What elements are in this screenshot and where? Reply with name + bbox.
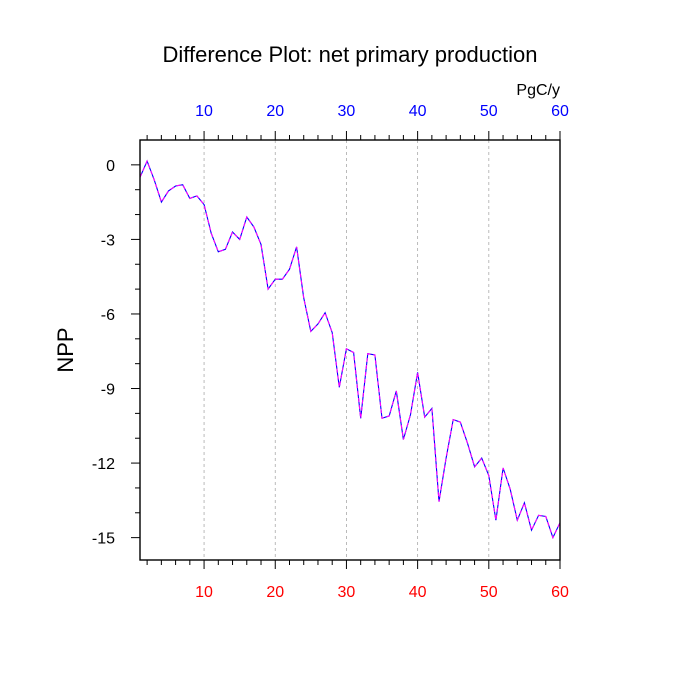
y-tick-label: 0 [106, 158, 115, 175]
plot-frame [139, 139, 561, 561]
x-tick-label-bottom: 10 [195, 584, 213, 601]
series-line-blue [139, 159, 561, 540]
series-line-magenta [139, 159, 561, 540]
x-tick-label-bottom: 30 [338, 584, 356, 601]
axis-ticks [131, 131, 561, 569]
top-axis-unit: PgC/y [516, 82, 560, 99]
x-tick-label-bottom: 40 [409, 584, 427, 601]
tick-labels: 10 10 20 20 30 30 40 40 50 50 60 60 0 -3 -6 -9 -12 -15 [92, 103, 569, 601]
chart-title: Difference Plot: net primary production [163, 42, 538, 67]
x-tick-label-top: 60 [551, 103, 569, 120]
y-tick-label: -12 [92, 456, 115, 473]
series-lines [139, 159, 561, 540]
x-tick-label-bottom: 20 [266, 584, 284, 601]
y-axis-label: NPP [53, 327, 78, 372]
x-tick-label-bottom: 60 [551, 584, 569, 601]
x-tick-label-top: 40 [409, 103, 427, 120]
x-tick-label-top: 10 [195, 103, 213, 120]
x-tick-label-top: 20 [266, 103, 284, 120]
y-tick-label: -6 [101, 307, 115, 324]
y-tick-label: -15 [92, 531, 115, 548]
x-tick-label-top: 30 [338, 103, 356, 120]
y-tick-label: -3 [101, 232, 115, 249]
x-tick-label-top: 50 [480, 103, 498, 120]
y-tick-label: -9 [101, 382, 115, 399]
x-tick-label-bottom: 50 [480, 584, 498, 601]
